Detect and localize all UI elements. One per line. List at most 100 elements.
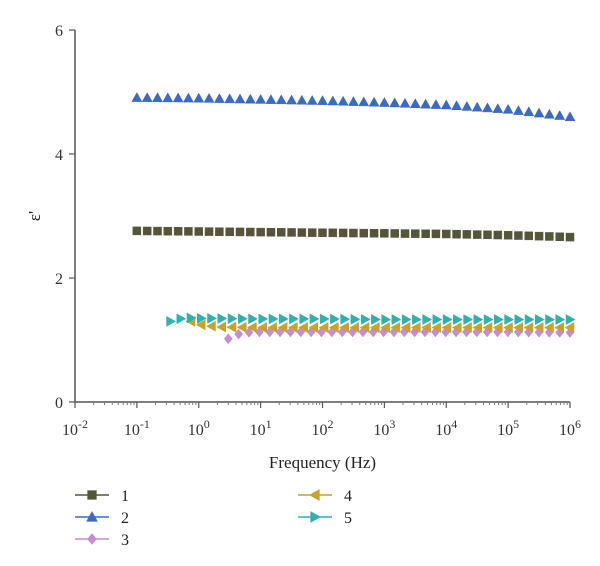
series-4-point xyxy=(503,322,513,334)
legend-label: 3 xyxy=(121,532,129,549)
series-4-point xyxy=(390,322,401,334)
series-4-point xyxy=(205,320,216,332)
series-5-point xyxy=(514,314,525,325)
series-2-point xyxy=(543,108,555,119)
series-1-point xyxy=(534,231,544,241)
y-tick-label: 2 xyxy=(55,271,63,288)
series-1-point xyxy=(421,229,430,239)
series-4-point xyxy=(380,322,390,334)
series-2-point xyxy=(492,103,504,113)
series-2-point xyxy=(203,92,215,103)
series-4-point xyxy=(410,322,421,334)
series-2-point xyxy=(152,92,163,103)
legend-item-5: 5 xyxy=(298,510,352,527)
series-1-point xyxy=(545,232,554,241)
series-4-point xyxy=(472,322,483,334)
series-2-point xyxy=(213,93,225,103)
y-ticks: 0 2 4 6 xyxy=(55,23,75,412)
series-4-point xyxy=(328,322,339,334)
series-1-point xyxy=(555,232,564,242)
series-4 xyxy=(185,315,575,334)
series-5-point xyxy=(340,313,351,325)
x-tick-label-exponent: 2 xyxy=(328,417,334,431)
x-tick-label-exponent: -1 xyxy=(140,417,150,431)
series-1-point xyxy=(132,226,142,236)
series-4-point xyxy=(554,322,565,334)
series-1-point xyxy=(215,227,224,236)
x-tick-label-base: 10 xyxy=(62,422,78,439)
series-4-point xyxy=(349,322,360,334)
series-1-point xyxy=(173,227,183,236)
series-2-point xyxy=(244,93,256,104)
x-tick-label-base: 10 xyxy=(497,422,513,439)
series-4-point xyxy=(523,322,534,334)
series-2-point xyxy=(183,92,194,103)
series-2-point xyxy=(358,96,370,107)
legend: 1 2 3 4 5 xyxy=(75,488,352,549)
series-2-point xyxy=(533,107,545,118)
series-2-point xyxy=(554,110,566,120)
series-2-point xyxy=(502,103,514,114)
x-tick-label-base: 10 xyxy=(250,422,266,439)
series-4-point xyxy=(298,322,308,334)
legend-label: 2 xyxy=(121,510,129,527)
x-tick-label: 102 xyxy=(312,417,334,439)
series-5-point xyxy=(483,314,494,325)
series-4-point xyxy=(216,321,226,333)
series-2-point xyxy=(430,99,442,109)
series-5-point xyxy=(494,314,504,325)
x-tick-label-exponent: 1 xyxy=(266,417,272,431)
y-tick-label: 0 xyxy=(55,395,63,412)
series-5-point xyxy=(545,314,556,325)
series-2-point xyxy=(275,94,287,105)
series-5 xyxy=(166,312,576,327)
series-4-point xyxy=(482,322,493,334)
series-4-point xyxy=(441,322,452,334)
series-2-point xyxy=(193,92,205,103)
series-2-point xyxy=(286,94,297,105)
legend-marker xyxy=(310,511,322,523)
series-2-point xyxy=(296,94,308,105)
series-2-point xyxy=(378,97,390,107)
series-5-point xyxy=(412,314,422,325)
series-1-point xyxy=(194,227,203,236)
series-layer xyxy=(131,92,576,345)
x-tick-label-base: 10 xyxy=(188,422,204,439)
series-5-point xyxy=(289,313,299,325)
series-2-point xyxy=(389,97,401,108)
x-tick-label: 10-2 xyxy=(62,417,88,439)
series-1-point xyxy=(472,230,482,239)
series-1-point xyxy=(411,229,420,238)
series-1-point xyxy=(503,230,513,240)
x-tick-label-exponent: -2 xyxy=(78,417,88,431)
series-1-point xyxy=(297,228,307,237)
series-2-point xyxy=(131,92,143,102)
x-tick-label-exponent: 4 xyxy=(451,417,457,431)
series-2-point xyxy=(306,94,318,105)
series-2-point xyxy=(368,96,380,107)
y-tick-label: 6 xyxy=(55,23,63,40)
series-1-point xyxy=(287,228,296,237)
x-tick-label-base: 10 xyxy=(312,422,328,439)
series-4-point xyxy=(226,321,237,333)
series-1-point xyxy=(390,229,399,238)
series-4-point xyxy=(236,321,247,333)
series-5-point xyxy=(227,313,238,325)
series-5-point xyxy=(268,313,279,325)
series-5-point xyxy=(432,314,443,325)
series-5-point xyxy=(453,314,463,325)
series-2-point xyxy=(337,95,349,106)
series-1-point xyxy=(462,230,472,239)
series-2-point xyxy=(399,97,411,108)
x-tick-label: 100 xyxy=(188,417,210,439)
series-1-point xyxy=(153,226,162,236)
series-1-point xyxy=(328,228,338,238)
legend-item-1: 1 xyxy=(75,488,129,505)
series-2-point xyxy=(409,98,421,109)
x-tick-label: 105 xyxy=(497,417,519,439)
legend-item-3: 3 xyxy=(75,532,129,549)
x-tick-label-base: 10 xyxy=(435,422,451,439)
series-2-point xyxy=(461,100,473,111)
series-5-point xyxy=(176,313,187,325)
